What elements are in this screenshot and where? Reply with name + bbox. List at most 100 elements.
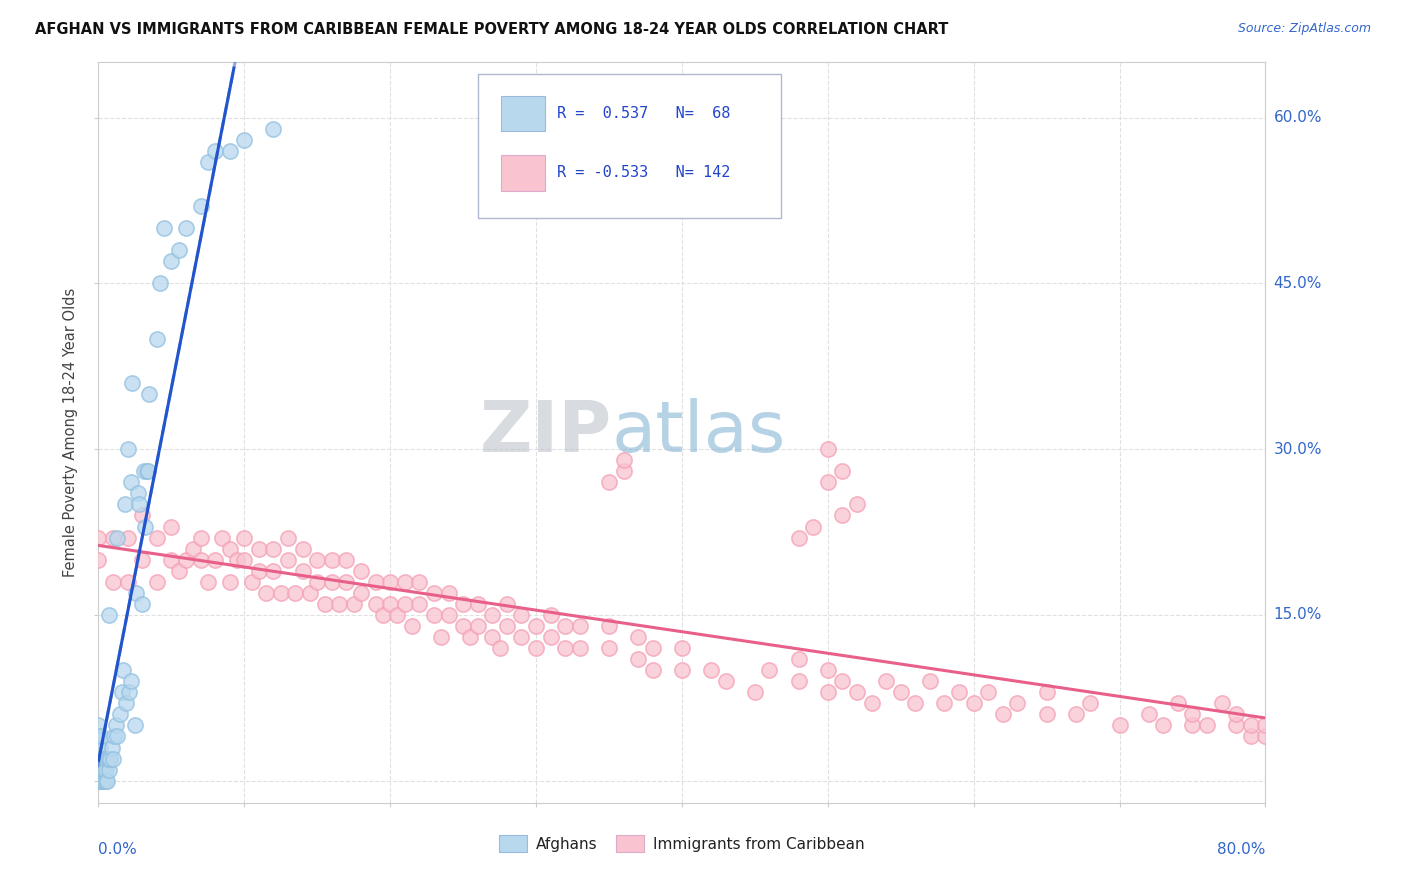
- Point: [787, 531, 810, 545]
- Point: [110, 707, 132, 722]
- Point: [335, 552, 357, 566]
- Point: [627, 630, 650, 644]
- Point: [918, 674, 941, 689]
- Point: [127, 486, 149, 500]
- Point: [124, 718, 146, 732]
- Point: [87, 552, 110, 566]
- Point: [91, 763, 114, 777]
- Point: [817, 685, 839, 699]
- Point: [1080, 697, 1102, 711]
- Point: [437, 586, 460, 600]
- Point: [554, 619, 576, 633]
- Point: [671, 641, 693, 656]
- Point: [991, 707, 1014, 722]
- Point: [218, 574, 240, 589]
- Point: [904, 697, 927, 711]
- Point: [598, 641, 620, 656]
- Point: [190, 552, 212, 566]
- Point: [364, 574, 387, 589]
- Point: [1152, 718, 1174, 732]
- FancyBboxPatch shape: [478, 73, 782, 218]
- Point: [98, 751, 121, 765]
- Point: [240, 574, 263, 589]
- Point: [314, 597, 336, 611]
- Point: [1035, 707, 1057, 722]
- Point: [540, 630, 562, 644]
- Point: [262, 121, 284, 136]
- FancyBboxPatch shape: [501, 155, 546, 191]
- Point: [1064, 707, 1087, 722]
- Point: [350, 586, 373, 600]
- Point: [1211, 697, 1233, 711]
- Point: [598, 619, 620, 633]
- Point: [524, 641, 547, 656]
- Point: [132, 464, 155, 478]
- Point: [321, 574, 343, 589]
- Point: [254, 586, 277, 600]
- Point: [120, 475, 142, 490]
- Point: [89, 740, 111, 755]
- Point: [94, 773, 117, 788]
- Point: [87, 718, 110, 732]
- Point: [540, 607, 562, 622]
- Point: [226, 552, 249, 566]
- Point: [97, 763, 120, 777]
- Point: [307, 552, 329, 566]
- Point: [962, 697, 984, 711]
- Point: [1035, 685, 1057, 699]
- Point: [380, 597, 402, 611]
- Point: [181, 541, 204, 556]
- Point: [554, 641, 576, 656]
- Point: [846, 685, 869, 699]
- Point: [190, 199, 212, 213]
- Point: [96, 751, 118, 765]
- Point: [758, 663, 780, 677]
- Point: [321, 552, 343, 566]
- Point: [437, 607, 460, 622]
- Point: [120, 674, 142, 689]
- Point: [284, 586, 307, 600]
- Point: [97, 607, 120, 622]
- Point: [146, 574, 169, 589]
- Point: [197, 574, 219, 589]
- Point: [218, 541, 240, 556]
- Point: [948, 685, 970, 699]
- Point: [101, 574, 124, 589]
- Point: [801, 519, 824, 533]
- Text: 60.0%: 60.0%: [1274, 111, 1322, 125]
- Point: [174, 552, 197, 566]
- Point: [328, 597, 350, 611]
- Point: [831, 674, 853, 689]
- Point: [115, 697, 138, 711]
- Point: [467, 619, 489, 633]
- Point: [87, 763, 110, 777]
- Point: [1195, 718, 1218, 732]
- Point: [298, 586, 321, 600]
- Point: [1137, 707, 1160, 722]
- Point: [87, 763, 110, 777]
- Point: [430, 630, 453, 644]
- Point: [831, 508, 853, 523]
- Point: [277, 531, 299, 545]
- Point: [149, 277, 172, 291]
- Point: [364, 597, 387, 611]
- Point: [87, 751, 110, 765]
- Point: [817, 475, 839, 490]
- Point: [423, 607, 446, 622]
- Point: [451, 619, 474, 633]
- Point: [524, 619, 547, 633]
- Point: [307, 574, 329, 589]
- Point: [846, 498, 869, 512]
- Point: [93, 763, 115, 777]
- Point: [103, 730, 125, 744]
- Point: [174, 221, 197, 235]
- Point: [131, 552, 153, 566]
- Point: [627, 652, 650, 666]
- Point: [233, 531, 256, 545]
- Point: [89, 751, 111, 765]
- Point: [233, 552, 256, 566]
- Point: [138, 387, 160, 401]
- Point: [408, 574, 430, 589]
- Point: [934, 697, 956, 711]
- Point: [481, 607, 503, 622]
